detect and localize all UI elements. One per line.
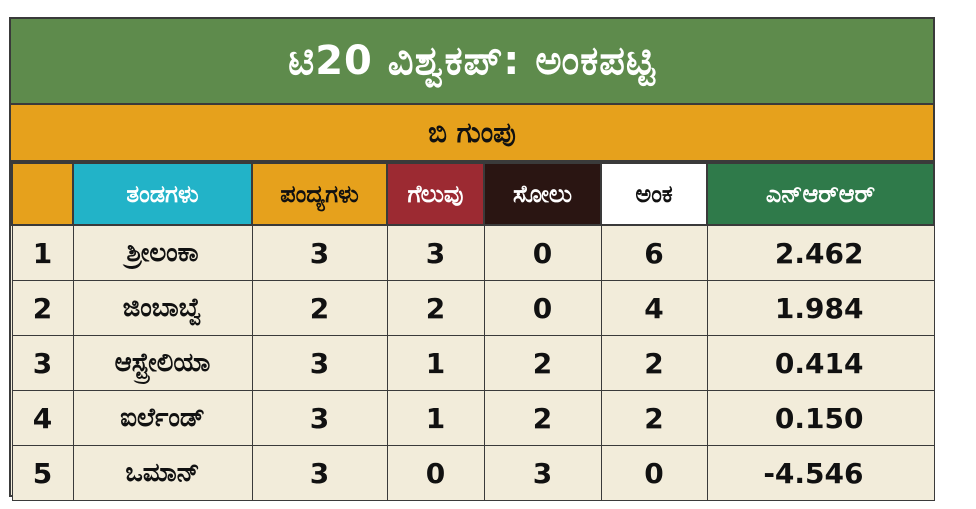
cell-lost: 2 [483, 390, 602, 446]
header-nrr: ಎನ್‌ಆರ್‌ಆರ್ [706, 162, 935, 226]
cell-played: 3 [251, 390, 388, 446]
cell-points: 0 [600, 445, 708, 501]
cell-rank: 3 [11, 335, 74, 391]
table-row: 3 ಆಸ್ಟ್ರೇಲಿಯಾ 3 1 2 2 0.414 [11, 335, 935, 391]
cell-rank: 2 [11, 280, 74, 336]
cell-team: ಒಮಾನ್ [72, 445, 253, 501]
cell-won: 2 [386, 280, 485, 336]
header-won: ಗೆಲುವು [386, 162, 485, 226]
cell-rank: 5 [11, 445, 74, 501]
points-table: ತಂಡಗಳು ಪಂದ್ಯಗಳು ಗೆಲುವು ಸೋಲು ಅಂಕ ಎನ್‌ಆರ್‌… [11, 162, 935, 501]
cell-lost: 2 [483, 335, 602, 391]
standings-graphic: ಟಿ20 ವಿಶ್ವಕಪ್: ಅಂಕಪಟ್ಟಿ ಬಿ ಗುಂಪು ತಂಡಗಳು … [9, 17, 935, 501]
header-played: ಪಂದ್ಯಗಳು [251, 162, 388, 226]
cell-played: 3 [251, 445, 388, 501]
cell-team: ಐರ್ಲೆಂಡ್ [72, 390, 253, 446]
cell-team: ಆಸ್ಟ್ರೇಲಿಯಾ [72, 335, 253, 391]
cell-rank: 1 [11, 224, 74, 281]
cell-lost: 0 [483, 224, 602, 281]
table-header-row: ತಂಡಗಳು ಪಂದ್ಯಗಳು ಗೆಲುವು ಸೋಲು ಅಂಕ ಎನ್‌ಆರ್‌… [11, 162, 935, 226]
cell-points: 2 [600, 335, 708, 391]
table-row: 1 ಶ್ರೀಲಂಕಾ 3 3 0 6 2.462 [11, 224, 935, 281]
cell-nrr: -4.546 [706, 445, 935, 501]
cell-team: ಜಿಂಬಾಬ್ವೆ [72, 280, 253, 336]
cell-lost: 3 [483, 445, 602, 501]
cell-nrr: 1.984 [706, 280, 935, 336]
header-points: ಅಂಕ [600, 162, 708, 226]
header-lost: ಸೋಲು [483, 162, 602, 226]
group-label: ಬಿ ಗುಂಪು [11, 103, 933, 162]
cell-points: 4 [600, 280, 708, 336]
cell-nrr: 0.150 [706, 390, 935, 446]
cell-points: 6 [600, 224, 708, 281]
table-row: 4 ಐರ್ಲೆಂಡ್ 3 1 2 2 0.150 [11, 390, 935, 446]
cell-played: 2 [251, 280, 388, 336]
cell-won: 1 [386, 335, 485, 391]
cell-team: ಶ್ರೀಲಂಕಾ [72, 224, 253, 281]
cell-played: 3 [251, 224, 388, 281]
header-rank [11, 162, 74, 226]
header-team: ತಂಡಗಳು [72, 162, 253, 226]
cell-nrr: 0.414 [706, 335, 935, 391]
table-row: 2 ಜಿಂಬಾಬ್ವೆ 2 2 0 4 1.984 [11, 280, 935, 336]
cell-lost: 0 [483, 280, 602, 336]
cell-nrr: 2.462 [706, 224, 935, 281]
cell-played: 3 [251, 335, 388, 391]
table-row: 5 ಒಮಾನ್ 3 0 3 0 -4.546 [11, 445, 935, 501]
cell-rank: 4 [11, 390, 74, 446]
page-title: ಟಿ20 ವಿಶ್ವಕಪ್: ಅಂಕಪಟ್ಟಿ [11, 19, 933, 103]
cell-won: 1 [386, 390, 485, 446]
cell-won: 0 [386, 445, 485, 501]
cell-points: 2 [600, 390, 708, 446]
cell-won: 3 [386, 224, 485, 281]
